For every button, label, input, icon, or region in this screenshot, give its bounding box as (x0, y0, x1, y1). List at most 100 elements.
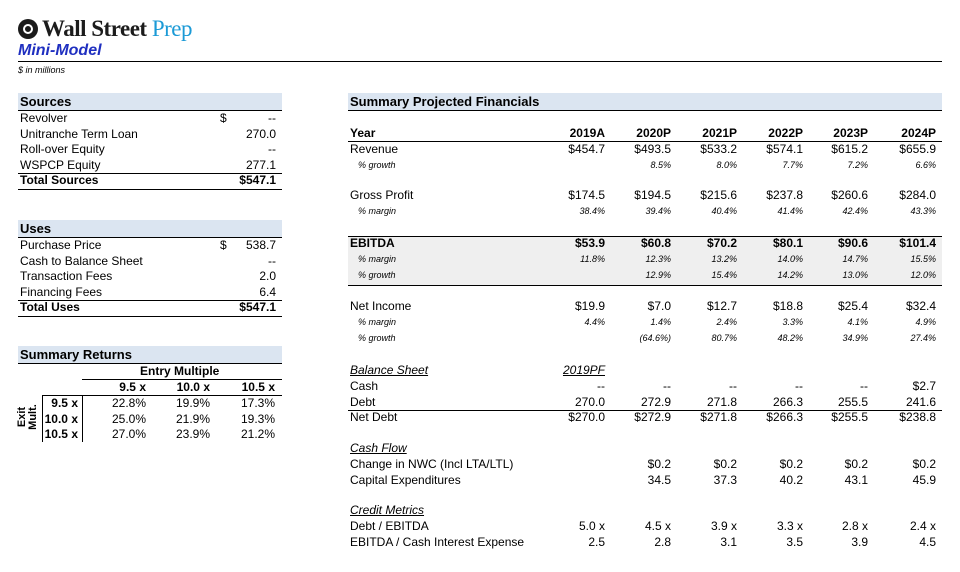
uses-row-currency: $ (220, 238, 227, 252)
gp_margin-value: 41.4% (777, 206, 803, 216)
ebitda_margin-value: 14.0% (777, 254, 803, 264)
net_income-value: $19.9 (574, 299, 605, 313)
returns-cell: 23.9% (175, 427, 210, 441)
entry-col-header: 10.0 x (176, 380, 210, 394)
revenue-value: $493.5 (634, 142, 671, 156)
net-debt-rule (348, 410, 942, 411)
debt_ebitda-value: 3.3 x (776, 519, 803, 533)
ebitda_int-value: 3.1 (720, 535, 737, 549)
debt-value: 241.6 (905, 395, 936, 409)
entry-multiple-label: Entry Multiple (140, 364, 220, 378)
net_income-value: $12.7 (706, 299, 737, 313)
uses-row-value: -- (268, 253, 276, 268)
ebitda_int-value: 3.5 (786, 535, 803, 549)
gp_margin-value: 38.4% (579, 206, 605, 216)
gp_margin-value: 39.4% (645, 206, 671, 216)
balance-sheet-pf: 2019PF (562, 363, 605, 377)
uses-total-underline (18, 316, 282, 318)
sources-section: Sources Revolver $ -- Unitranche Term Loan 2… (18, 93, 282, 191)
net_income-value: $18.8 (772, 299, 803, 313)
returns-cell: 17.3% (240, 396, 275, 410)
ebitda_margin-value: 14.7% (842, 254, 868, 264)
gp_margin-value: 42.4% (842, 206, 868, 216)
nwc-value: $0.2 (713, 457, 737, 471)
gross_profit-label: Gross Profit (350, 188, 414, 202)
gross_profit-value: $215.6 (700, 188, 737, 202)
exit-axis-line (42, 396, 43, 442)
year-header: 2024P (901, 126, 936, 140)
ebitda-value: $90.6 (837, 236, 868, 250)
debt-value: 255.5 (837, 395, 868, 409)
uses-row-label: Purchase Price (20, 238, 102, 252)
sources-row-value: -- (268, 142, 276, 157)
cash-flow-title: Cash Flow (350, 441, 407, 455)
logo-icon (18, 19, 38, 39)
debt-value: 266.3 (772, 395, 803, 409)
capex-value: 37.3 (713, 473, 737, 487)
ebitda_growth-label: % growth (358, 270, 396, 280)
ni_growth-value: 27.4% (910, 333, 936, 343)
net_debt-value: $238.8 (899, 410, 936, 424)
uses-row-value: 2.0 (259, 269, 276, 284)
returns-cell: 21.9% (175, 411, 210, 426)
revenue-label: Revenue (350, 142, 399, 156)
gp_margin-value: 43.3% (910, 206, 936, 216)
nwc-value: $0.2 (844, 457, 868, 471)
page-title: Mini-Model (18, 42, 102, 59)
rev_growth-value: 8.0% (716, 160, 737, 170)
ebitda_growth-value: 13.0% (842, 270, 868, 280)
ebitda_margin-value: 11.8% (580, 254, 605, 264)
net_debt-value: $271.8 (700, 410, 737, 424)
returns-cell: 21.2% (240, 427, 275, 441)
ebitda-label: EBITDA (350, 236, 395, 250)
capex-value: 34.5 (647, 473, 671, 487)
exit-row-header: 10.0 x (44, 411, 78, 426)
gross_profit-value: $284.0 (899, 188, 936, 202)
sources-row-label: Unitranche Term Loan (20, 126, 138, 141)
sources-row-value: 277.1 (245, 157, 276, 172)
nwc-label: Change in NWC (Incl LTA/LTL) (350, 457, 514, 471)
ebitda_int-value: 2.8 (654, 535, 671, 549)
net_debt-value: $266.3 (766, 410, 803, 424)
nwc-value: $0.2 (779, 457, 803, 471)
rev_growth-value: 7.7% (782, 160, 803, 170)
revenue-value: $454.7 (568, 142, 605, 156)
rev_growth-label: % growth (358, 160, 396, 170)
debt-value: 271.8 (706, 395, 737, 409)
ni_growth-value: 48.2% (777, 333, 803, 343)
sources-row-label: Roll-over Equity (20, 142, 105, 157)
units-note: $ in millions (18, 65, 66, 75)
ebitda_margin-value: 12.3% (645, 254, 671, 264)
sources-total-value: $547.1 (239, 173, 276, 188)
credit-metrics-title: Credit Metrics (350, 503, 425, 517)
uses-row-value: 538.7 (245, 238, 276, 252)
rev_growth-value: 8.5% (650, 160, 671, 170)
entry-header-rule (82, 379, 282, 380)
balance-sheet-title: Balance Sheet (350, 363, 429, 377)
cash-label: Cash (350, 379, 379, 393)
debt_ebitda-value: 2.4 x (909, 519, 936, 533)
exit-label-line2: Mult. (27, 404, 39, 430)
debt-value: 270.0 (574, 395, 605, 409)
exit-row-header: 10.5 x (44, 427, 78, 441)
gross_profit-value: $194.5 (634, 188, 671, 202)
ni_margin-value: 4.1% (847, 317, 868, 327)
debt_ebitda-value: 5.0 x (578, 519, 605, 533)
capex-value: 45.9 (912, 473, 936, 487)
uses-section: Uses Purchase Price $538.7 Cash to Balance… (18, 220, 282, 318)
financials-section: Summary Projected Financials Year 2019A 20… (348, 93, 942, 563)
year-header: 2021P (702, 126, 737, 140)
net_debt-value: $255.5 (831, 410, 868, 424)
ni_growth-value: (64.6%) (639, 333, 671, 343)
financials-title: Summary Projected Financials (348, 93, 942, 111)
returns-cell: 25.0% (111, 411, 146, 426)
cash-value: -- (860, 379, 868, 393)
returns-cell: 19.3% (240, 411, 275, 426)
ebitda_margin-value: 13.2% (711, 254, 737, 264)
nwc-value: $0.2 (912, 457, 936, 471)
ebitda_growth-value: 12.0% (910, 270, 936, 280)
uses-total-rule (18, 300, 282, 302)
gross_profit-value: $260.6 (831, 188, 868, 202)
exit-sep-line (82, 396, 83, 442)
sources-row-currency: $ (220, 111, 227, 125)
